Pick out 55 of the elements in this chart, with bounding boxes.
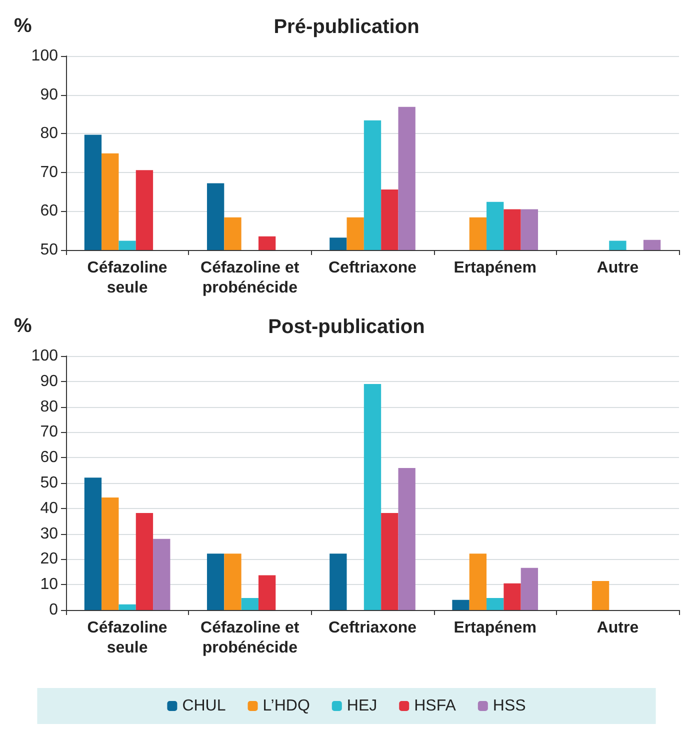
- y-axis-title: %: [14, 315, 32, 337]
- y-tick-label: 40: [40, 500, 58, 517]
- x-tick-label: Céfazoline seule: [87, 620, 168, 656]
- y-tick-label: 30: [40, 525, 58, 542]
- x-tick-label: Ceftriaxone: [328, 260, 417, 276]
- bar: [102, 497, 119, 610]
- y-tick-label: 50: [40, 242, 58, 258]
- y-tick-label: 60: [40, 449, 58, 466]
- x-tick-label: Ertapénem: [454, 260, 536, 276]
- legend-label: HSS: [492, 698, 526, 714]
- x-tick-label: Céfazoline et probénécide: [200, 620, 300, 656]
- bar: [241, 598, 258, 610]
- legend-label: L’HDQ: [262, 698, 310, 714]
- y-tick-label: 60: [40, 202, 58, 220]
- chart-title: Pré-publication: [274, 16, 420, 38]
- bar: [153, 538, 170, 610]
- y-tick-label: 80: [40, 398, 58, 416]
- chart-title: Post-publication: [268, 316, 425, 338]
- x-tick-label: Céfazoline seule: [87, 260, 168, 296]
- bar: [592, 581, 610, 610]
- bar: [84, 478, 102, 610]
- y-tick-label: 100: [31, 48, 58, 64]
- bar: [469, 554, 487, 610]
- x-tick-label: Céfazoline et probénécide: [200, 260, 300, 296]
- y-tick-label: 80: [40, 125, 58, 142]
- y-tick-label: 20: [40, 550, 58, 568]
- y-axis-title: %: [14, 15, 32, 37]
- bar: [504, 583, 521, 610]
- y-tick-label: 0: [49, 602, 58, 618]
- legend-label: HSFA: [414, 698, 456, 714]
- bar: [381, 512, 398, 610]
- y-tick-label: 50: [40, 474, 58, 492]
- y-tick-label: 90: [40, 86, 58, 104]
- bar: [224, 554, 242, 610]
- bar: [364, 384, 382, 610]
- y-tick-label: 70: [40, 164, 58, 181]
- x-tick-label: Ceftriaxone: [328, 620, 417, 636]
- bar: [118, 604, 136, 610]
- bar: [330, 554, 347, 610]
- y-tick-label: 70: [40, 424, 58, 441]
- bar: [206, 554, 224, 610]
- bar: [520, 568, 538, 610]
- bar: [452, 600, 470, 610]
- legend-label: HEJ: [346, 698, 378, 714]
- bar: [486, 598, 504, 610]
- y-tick-label: 90: [40, 372, 58, 390]
- x-tick-label: Autre: [596, 260, 639, 276]
- y-tick-label: 10: [40, 576, 58, 594]
- bar: [136, 512, 154, 610]
- x-tick-label: Autre: [596, 620, 639, 636]
- y-tick-label: 100: [31, 348, 58, 364]
- legend-label: CHUL: [182, 698, 226, 714]
- x-tick-label: Ertapénem: [454, 620, 536, 636]
- bar: [398, 468, 416, 610]
- bar: [258, 575, 276, 610]
